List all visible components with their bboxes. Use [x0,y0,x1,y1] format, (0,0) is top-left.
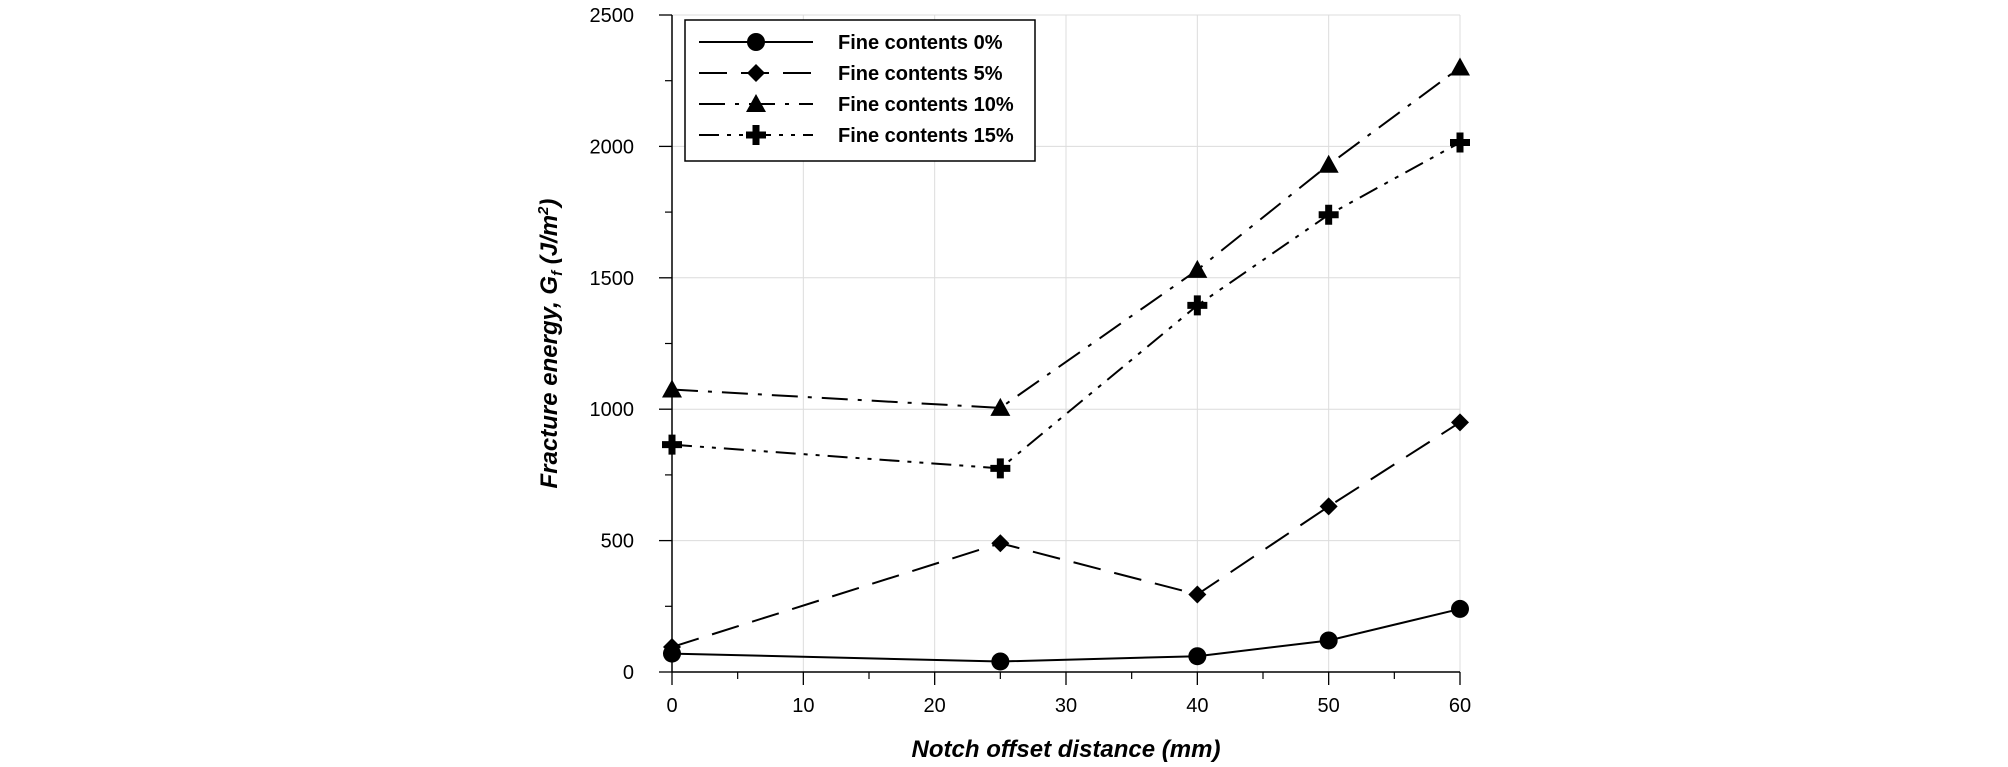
point-marker-triangle [1187,259,1208,278]
x-tick-label: 50 [1318,695,1340,717]
series-layer [662,57,1470,671]
legend: Fine contents 0% Fine contents 5% Fine con… [684,19,1036,162]
point-marker-diamond [663,638,681,657]
point-marker-plus [1450,132,1470,153]
legend-box [684,19,1036,162]
point-marker-triangle [1450,57,1470,76]
legend-item: Fine contents 10% [699,94,1014,116]
y-axis-title: Fracture energy, Gf (J/m2) [535,199,566,489]
y-tick-label: 0 [623,662,634,684]
y-axis-title-symbol: G [536,276,563,295]
legend-label: Fine contents 15% [838,125,1014,147]
x-tick-label: 60 [1449,695,1471,717]
point-marker-plus [662,434,682,455]
axes: 0 10 20 30 40 50 60 0 500 1000 1500 2000 2500 [590,5,1472,717]
y-tick-label: 2500 [590,5,635,27]
point-marker-circle [991,652,1010,671]
point-marker-triangle [1318,154,1339,173]
x-tick-label: 0 [666,695,677,717]
y-tick-label: 1000 [590,399,635,421]
y-axis-title-prefix: Fracture energy, [536,295,563,489]
legend-item: Fine contents 5% [699,63,1003,85]
series-2 [662,57,1470,416]
point-marker-plus [990,458,1011,479]
point-marker-triangle [746,94,766,112]
series-1 [663,413,1469,657]
legend-label: Fine contents 10% [838,94,1014,116]
x-tick-label: 10 [792,695,814,717]
y-tick-label: 500 [601,531,634,553]
point-marker-diamond [991,534,1010,553]
point-marker-plus [746,125,766,145]
point-marker-circle [747,33,765,51]
point-marker-circle [1451,599,1469,618]
series-0 [663,599,1469,671]
y-tick-label: 1500 [590,268,635,290]
point-marker-triangle [990,397,1011,416]
x-axis-title: Notch offset distance (mm) [912,736,1221,763]
point-marker-triangle [662,379,682,398]
point-marker-plus [1318,204,1339,225]
series-3 [662,132,1470,479]
y-axis-title-unit-close: ) [536,199,563,210]
legend-label: Fine contents 5% [838,63,1003,85]
point-marker-circle [1188,647,1207,666]
x-tick-label: 20 [924,695,946,717]
y-axis-title-unit-exponent: 2 [535,206,552,216]
point-marker-diamond [747,64,765,82]
y-tick-label: 2000 [590,136,635,158]
y-axis-title-unit-open: (J/m [536,215,563,271]
legend-item: Fine contents 15% [699,125,1014,147]
legend-label: Fine contents 0% [838,32,1003,54]
x-tick-label: 40 [1186,695,1208,717]
point-marker-circle [1319,631,1338,650]
point-marker-diamond [1319,497,1338,516]
x-tick-label: 30 [1055,695,1077,717]
point-marker-plus [1187,295,1208,316]
point-marker-diamond [1451,413,1469,432]
legend-item: Fine contents 0% [699,32,1003,54]
point-marker-diamond [1188,585,1207,604]
y-axis-title-subscript: f [549,269,566,276]
